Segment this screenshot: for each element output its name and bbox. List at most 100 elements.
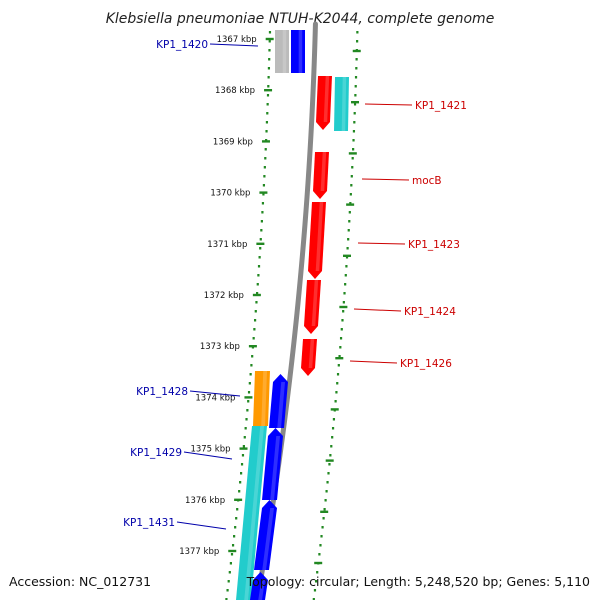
- other-feature-block: [253, 371, 270, 426]
- outer-ring-dot: [349, 193, 352, 196]
- inner-ring-dot: [266, 94, 270, 97]
- callout-line: [189, 390, 241, 397]
- outer-ring-dot: [353, 112, 356, 115]
- tick-label: 1376 kbp: [185, 496, 225, 506]
- inner-ring-dot: [265, 130, 268, 133]
- outer-ring-dot: [339, 337, 343, 340]
- outer-ring-dot: [355, 67, 358, 70]
- figure-title: Klebsiella pneumoniae NTUH-K2044, comple…: [106, 11, 495, 27]
- tick-label: 1369 kbp: [213, 137, 253, 147]
- callout-line: [349, 360, 398, 364]
- inner-ring-dot: [262, 193, 265, 196]
- tick-mark-inner: [265, 37, 274, 41]
- inner-ring-dot: [255, 301, 258, 304]
- callout-line: [364, 103, 413, 106]
- outer-ring-dot: [331, 436, 334, 439]
- reverse-gene-block-highlight: [320, 152, 327, 191]
- outer-ring-dot: [347, 229, 350, 232]
- inner-ring-dot: [252, 337, 255, 340]
- reverse-gene-block-highlight: [311, 280, 319, 326]
- inner-ring-dot: [261, 202, 265, 205]
- outer-ring-dot: [344, 283, 347, 286]
- outer-ring-dot: [350, 175, 353, 178]
- inner-ring-dot: [260, 220, 263, 223]
- inner-ring-dot: [266, 112, 269, 115]
- reverse-gene-block: [301, 339, 317, 376]
- forward-gene-block-highlight: [277, 382, 285, 428]
- tick-mark-outer: [330, 408, 339, 411]
- outer-ring-dot: [344, 274, 347, 277]
- topology-text: Topology: circular; Length: 5,248,520 bp…: [246, 574, 590, 589]
- callout-line: [353, 308, 402, 312]
- outer-ring-dot: [320, 535, 323, 538]
- inner-ring-dot: [268, 31, 272, 34]
- inner-ring-dot: [261, 211, 264, 214]
- outer-ring-dot: [351, 166, 354, 169]
- inner-ring-dot: [256, 283, 259, 286]
- inner-ring-dot: [233, 535, 236, 538]
- outer-ring-dot: [339, 346, 342, 349]
- inner-ring-dot: [240, 463, 244, 466]
- inner-ring-dot: [260, 229, 263, 232]
- inner-ring-dot: [249, 373, 252, 376]
- outer-ring-dot: [313, 589, 317, 592]
- inner-ring-dot: [266, 103, 269, 106]
- inner-ring-dot: [225, 598, 228, 600]
- inner-ring-dot: [243, 436, 246, 439]
- inner-ring-dot: [265, 121, 269, 124]
- tick-mark-outer: [346, 203, 355, 206]
- outer-ring-dot: [355, 58, 358, 61]
- gene-label-reverse: KP1_1421: [415, 100, 467, 112]
- tick-mark-inner: [234, 498, 243, 501]
- tick-mark-outer: [351, 101, 360, 104]
- reverse-gene-block-highlight: [323, 76, 330, 122]
- outer-ring-dot: [316, 571, 319, 574]
- outer-ring-dot: [345, 265, 348, 268]
- inner-ring-dot: [268, 40, 271, 43]
- tick-mark-inner: [248, 345, 257, 348]
- outer-ring-dot: [353, 121, 356, 124]
- gene-label-reverse: KP1_1423: [408, 239, 460, 251]
- forward-gene-block: [250, 572, 268, 600]
- tick-mark-inner: [259, 191, 268, 194]
- outer-ring-dot: [342, 301, 345, 304]
- inner-ring-dot: [247, 400, 250, 403]
- outer-ring-dot: [351, 157, 354, 160]
- outer-ring-dot: [345, 256, 349, 259]
- outer-ring-dot: [348, 220, 351, 223]
- outer-ring-dot: [321, 526, 324, 529]
- inner-ring-dot: [230, 553, 234, 556]
- outer-ring-dot: [343, 292, 346, 295]
- inner-ring-dot: [258, 256, 261, 259]
- inner-ring-dot: [251, 355, 254, 358]
- outer-ring-dot: [337, 364, 340, 367]
- callout-line: [183, 451, 233, 460]
- inner-ring-dot: [250, 364, 253, 367]
- inner-ring-dot: [235, 517, 238, 520]
- reverse-gene-block: [308, 202, 326, 279]
- tick-mark-inner: [261, 140, 270, 143]
- inner-ring-dot: [226, 589, 229, 592]
- outer-dotted-ring: [312, 31, 359, 600]
- outer-ring-dot: [318, 553, 321, 556]
- forward-gene-block-highlight: [298, 30, 303, 73]
- tick-label: 1370 kbp: [210, 189, 250, 199]
- forward-gene-block-highlight: [258, 580, 265, 600]
- outer-ring-dot: [326, 481, 329, 484]
- tick-mark-inner: [264, 89, 273, 92]
- inner-ring-dot: [247, 391, 251, 394]
- outer-ring-dot: [349, 202, 352, 205]
- inner-ring-dot: [262, 184, 266, 187]
- tick-mark-outer: [325, 459, 334, 462]
- forward-gene-block: [291, 30, 305, 73]
- inner-ring-dot: [246, 409, 249, 412]
- outer-ring-dot: [338, 355, 341, 358]
- outer-ring-dot: [354, 94, 357, 97]
- forward-gene-block: [269, 374, 288, 428]
- outer-ring-dot: [340, 328, 343, 331]
- forward-gene-block: [254, 500, 277, 570]
- outer-ring-dot: [336, 382, 339, 385]
- reverse-gene-block-highlight: [308, 339, 315, 368]
- rna-gene-block-highlight: [341, 77, 347, 131]
